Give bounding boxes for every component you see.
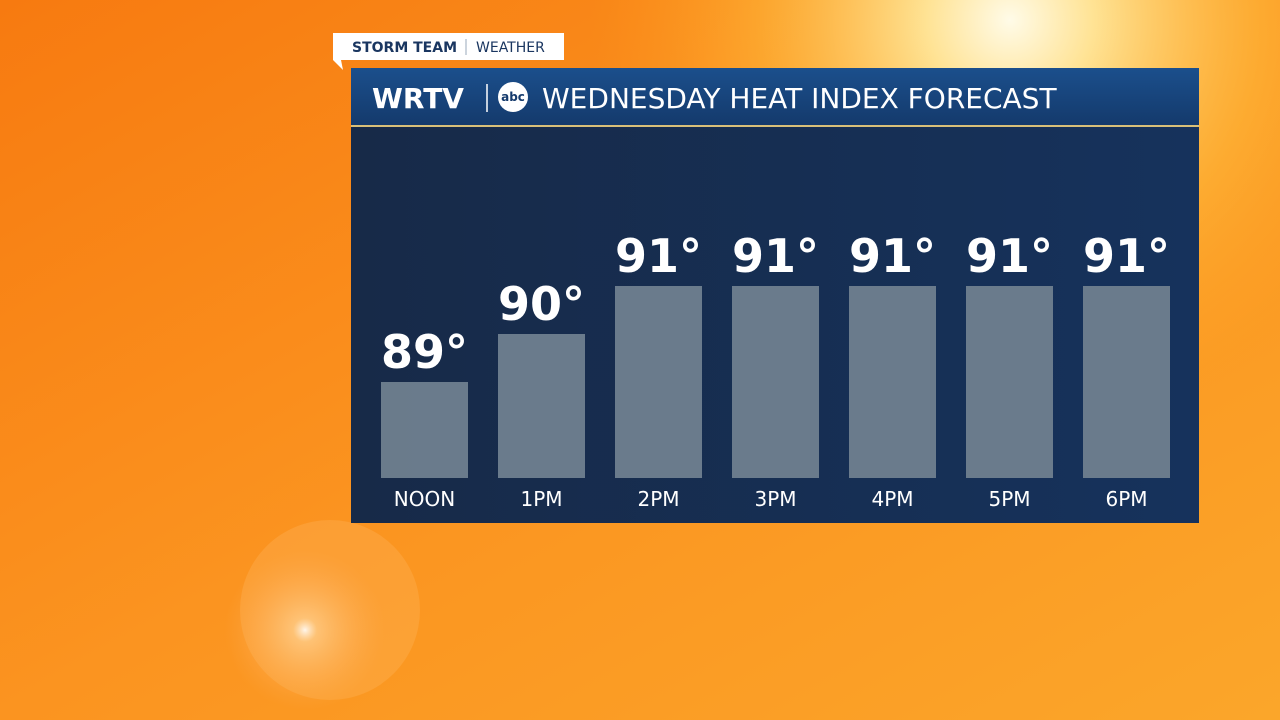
category-label: 5PM xyxy=(988,487,1030,511)
bar xyxy=(381,382,468,478)
category-label: 6PM xyxy=(1105,487,1147,511)
value-label: 91° xyxy=(966,229,1053,283)
tag-shape xyxy=(333,33,564,70)
value-label: 89° xyxy=(381,325,468,379)
network: abc xyxy=(501,90,525,104)
bar xyxy=(849,286,936,478)
bar xyxy=(1083,286,1170,478)
network-logo xyxy=(498,82,528,112)
tag: STORM TEAM WEATHER xyxy=(333,33,564,70)
chart-title: WEDNESDAY HEAT INDEX FORECAST xyxy=(542,82,1057,115)
station: WRTV xyxy=(372,82,464,115)
value-label: 91° xyxy=(615,229,702,283)
bar xyxy=(615,286,702,478)
bar xyxy=(498,334,585,478)
brand: STORM TEAM xyxy=(352,40,457,56)
category-label: 3PM xyxy=(754,487,796,511)
value-label: 91° xyxy=(849,229,936,283)
bar xyxy=(966,286,1053,478)
value-label: 91° xyxy=(1083,229,1170,283)
section: WEATHER xyxy=(476,40,545,56)
value-label: 90° xyxy=(498,277,585,331)
category-label: 1PM xyxy=(520,487,562,511)
category-label: 2PM xyxy=(637,487,679,511)
value-label: 91° xyxy=(732,229,819,283)
category-label: NOON xyxy=(394,487,455,511)
panel-header xyxy=(351,68,1199,125)
category-label: 4PM xyxy=(871,487,913,511)
bar xyxy=(732,286,819,478)
